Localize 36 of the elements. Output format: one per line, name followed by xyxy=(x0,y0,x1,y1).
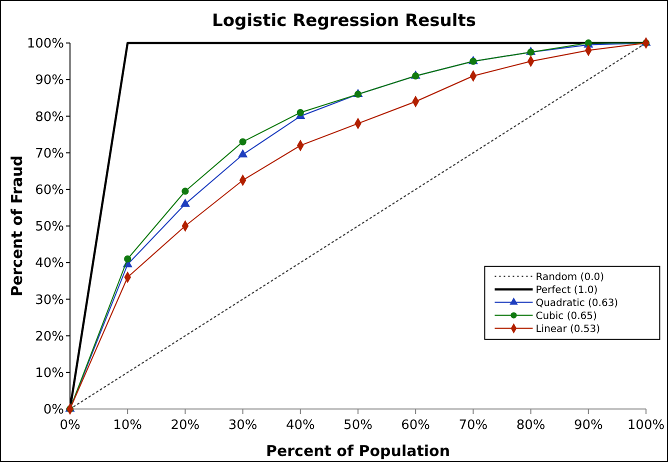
y-tick-label: 20% xyxy=(35,329,64,344)
point xyxy=(124,255,132,262)
x-tick-label: 90% xyxy=(574,418,603,433)
point xyxy=(182,188,189,195)
y-tick-label: 80% xyxy=(35,110,64,125)
x-tick-label: 70% xyxy=(458,418,488,433)
x-tick-label: 30% xyxy=(228,418,258,433)
x-tick-label: 40% xyxy=(286,418,315,433)
x-tick-label: 100% xyxy=(627,418,665,433)
y-tick-label: 60% xyxy=(35,182,64,198)
legend-label: Linear (0.53) xyxy=(536,324,600,335)
x-tick-label: 50% xyxy=(344,418,372,433)
y-tick-label: 100% xyxy=(26,36,64,52)
x-tick-label: 0% xyxy=(60,418,80,433)
y-tick-label: 50% xyxy=(35,220,64,235)
point xyxy=(238,149,248,158)
y-tick-label: 70% xyxy=(35,146,64,162)
x-axis-title: Percent of Population xyxy=(266,442,450,460)
point xyxy=(239,138,246,146)
chart-title: Logistic Regression Results xyxy=(212,11,476,31)
point xyxy=(180,198,190,207)
y-axis-title: Percent of Fraud xyxy=(8,156,26,296)
y-tick-label: 40% xyxy=(35,256,64,272)
point xyxy=(296,108,304,116)
legend-label: Cubic (0.65) xyxy=(536,310,598,322)
y-tick-label: 0% xyxy=(43,402,64,418)
y-tick-label: 90% xyxy=(35,73,64,88)
y-tick-label: 30% xyxy=(35,292,64,308)
legend-label: Quadratic (0.63) xyxy=(536,298,618,309)
x-tick-label: 60% xyxy=(401,418,430,433)
legend-label: Perfect (1.0) xyxy=(536,284,598,296)
x-tick-label: 20% xyxy=(170,418,200,433)
x-tick-label: 10% xyxy=(113,418,142,433)
y-tick-label: 10% xyxy=(35,366,64,381)
legend-label: Random (0.0) xyxy=(536,272,604,283)
x-tick-label: 80% xyxy=(516,418,546,433)
